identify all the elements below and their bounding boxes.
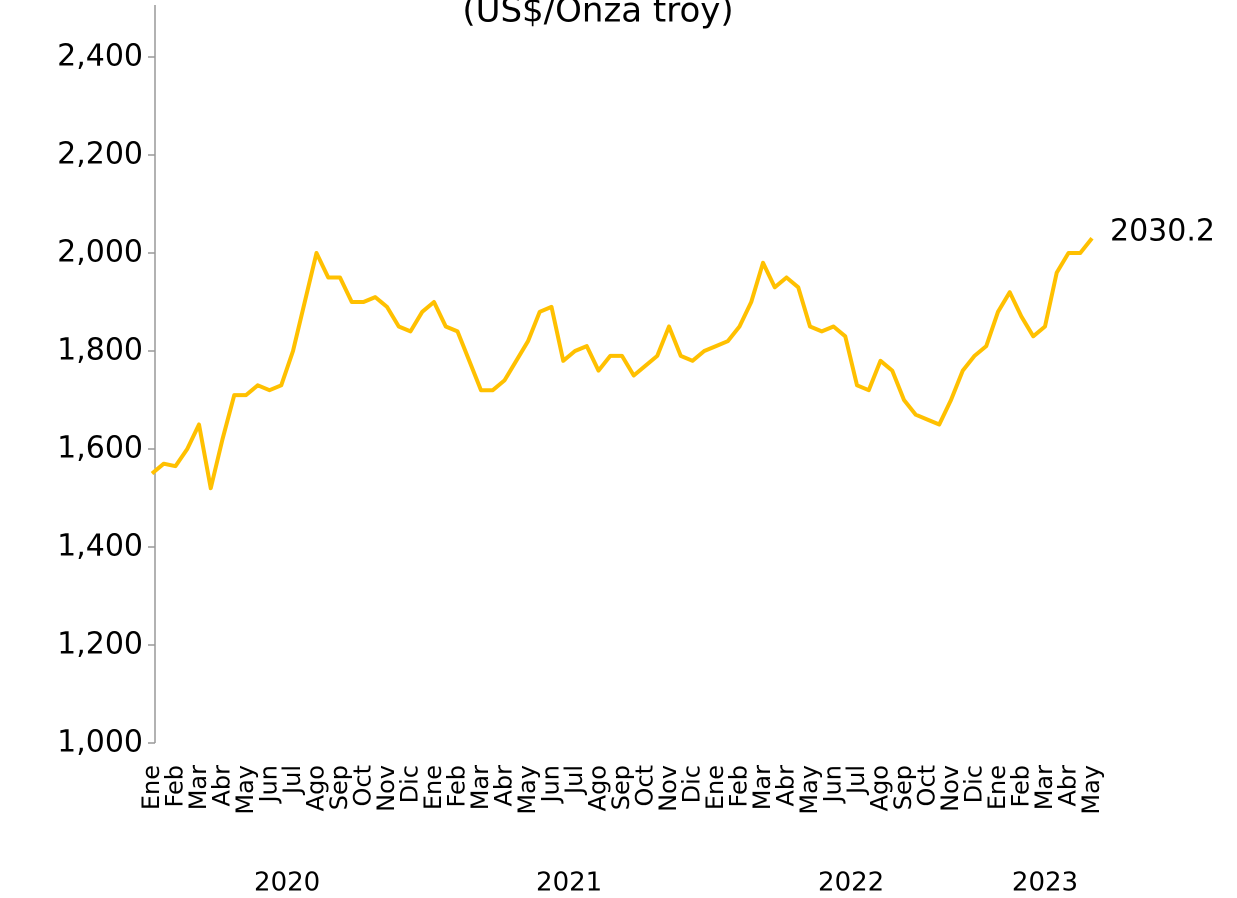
chart-title: (US$/Onza troy) [462,0,733,31]
x-tick-label: Sep [325,765,353,810]
x-tick-label: Ago [302,765,330,811]
x-tick-label: Ago [584,765,612,811]
x-tick-label: Ago [866,765,894,811]
x-tick-label: Abr [208,765,236,807]
y-tick-label: 1,600 [57,431,143,466]
x-tick-label: Dic [396,765,424,803]
year-label: 2022 [818,868,884,898]
x-tick-label: May [231,765,259,815]
x-tick-label: Feb [725,765,753,808]
x-tick-label: Ene [983,765,1011,810]
y-tick-label: 1,400 [57,529,143,564]
x-tick-label: Ene [137,765,165,810]
x-tick-label: Ene [701,765,729,810]
x-tick-label: Jul [842,765,870,796]
price-line [150,236,1094,491]
x-tick-label: Abr [1054,765,1082,807]
x-tick-label: Dic [678,765,706,803]
year-label: 2021 [536,868,602,898]
y-tick-label: 2,000 [57,235,143,270]
x-tick-label: Mar [1030,765,1058,810]
x-tick-label: Dic [960,765,988,803]
x-tick-label: Mar [466,765,494,810]
x-tick-label: Feb [161,765,189,808]
x-tick-label: Oct [349,765,377,807]
x-tick-label: Jun [819,765,847,805]
x-tick-label: Mar [184,765,212,810]
x-tick-label: Abr [772,765,800,807]
x-tick-label: Jun [255,765,283,805]
x-tick-label: Sep [607,765,635,810]
x-tick-label: Nov [936,765,964,812]
y-tick-label: 1,200 [57,627,143,662]
y-tick-label: 2,200 [57,137,143,172]
x-tick-label: Ene [419,765,447,810]
last-value-annotation: 2030.2 [1110,214,1215,249]
x-tick-label: Nov [372,765,400,812]
x-tick-label: Sep [889,765,917,810]
x-tick-label: Feb [443,765,471,808]
year-label: 2020 [254,868,320,898]
x-tick-label: May [1077,765,1105,815]
x-tick-label: Abr [490,765,518,807]
x-tick-label: Nov [654,765,682,812]
y-tick-label: 2,400 [57,39,143,74]
year-label: 2023 [1012,868,1078,898]
x-tick-label: Jun [537,765,565,805]
y-tick-label: 1,800 [57,333,143,368]
x-tick-label: Oct [913,765,941,807]
x-tick-label: Feb [1007,765,1035,808]
x-tick-label: Mar [748,765,776,810]
x-tick-label: Oct [631,765,659,807]
x-tick-label: May [795,765,823,815]
y-tick-label: 1,000 [57,725,143,760]
x-tick-label: Jul [560,765,588,796]
x-tick-label: May [513,765,541,815]
x-tick-label: Jul [278,765,306,796]
